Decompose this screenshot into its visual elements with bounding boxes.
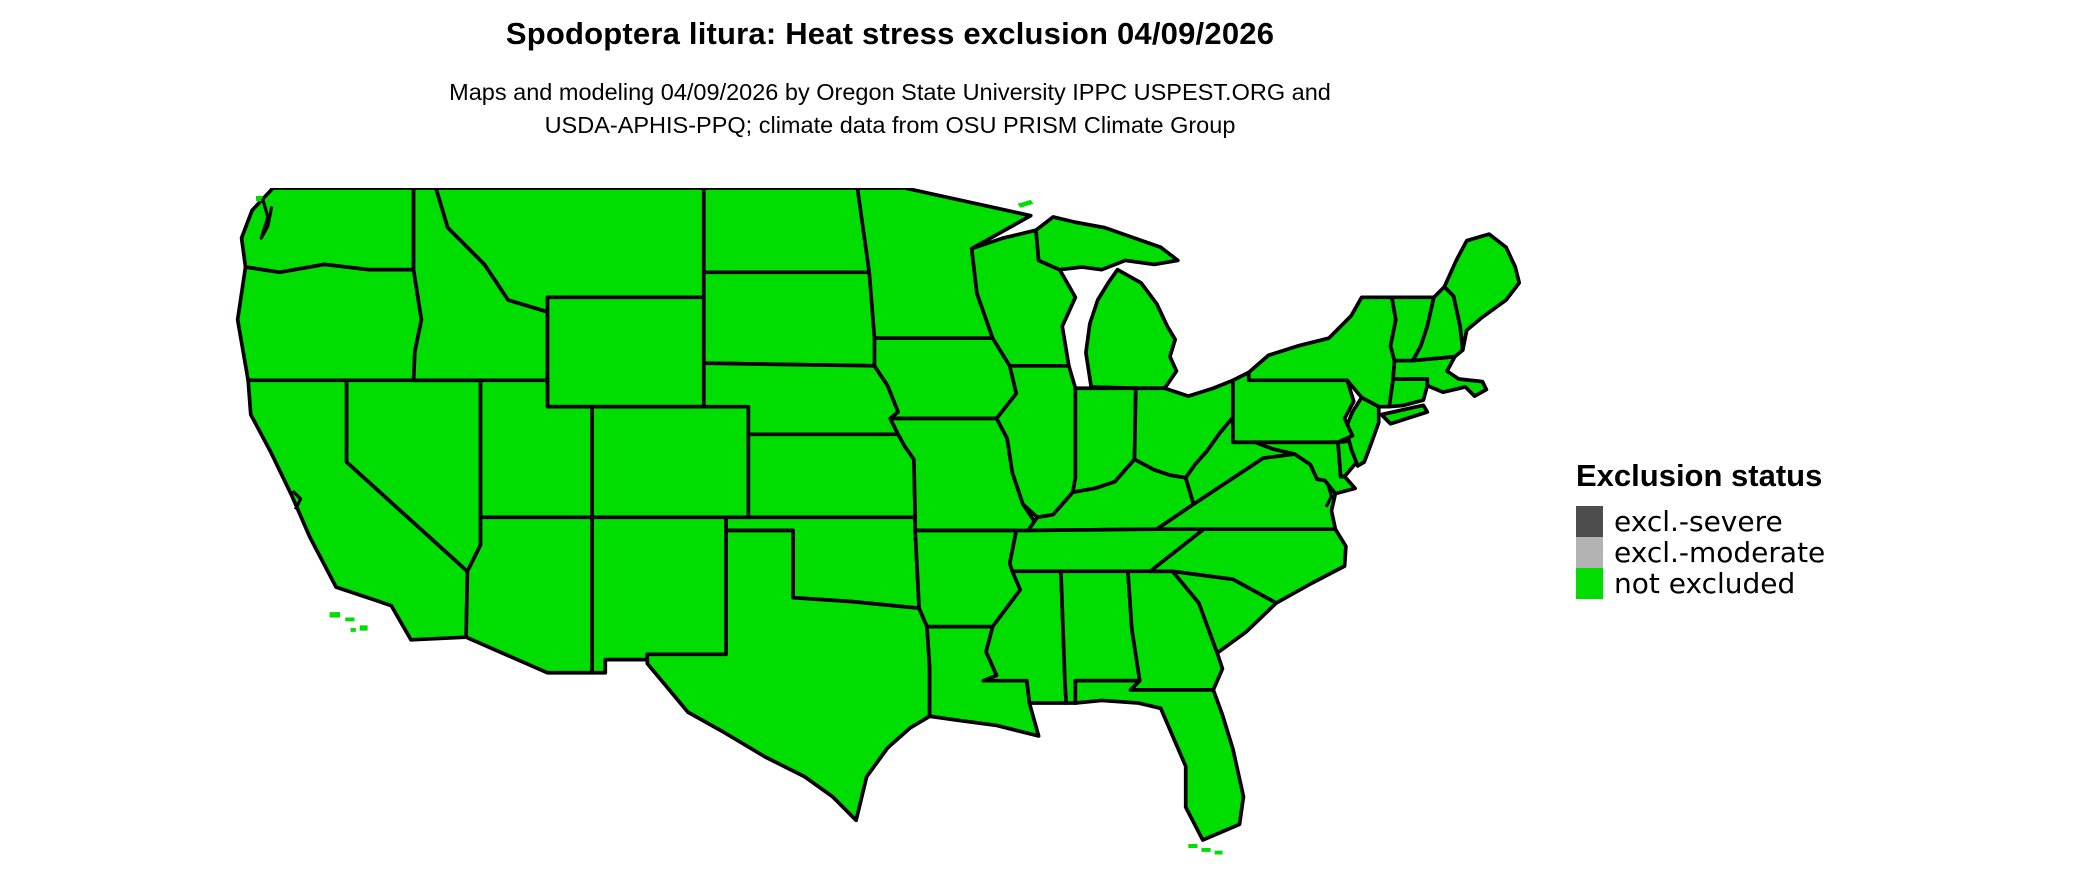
state-massachusetts [1391,354,1489,398]
subtitle-line-1: Maps and modeling 04/09/2026 by Oregon S… [449,79,1331,105]
us-states-map [235,188,1522,855]
channel-islands [329,612,368,632]
san-francisco-bay-detail [291,489,303,511]
legend: Exclusion status excl.-severe excl.-moder… [1576,458,1825,599]
legend-swatch-not-excluded [1576,568,1603,599]
state-north-carolina [1148,526,1348,605]
state-florida [1073,678,1246,842]
state-maine [1442,232,1522,352]
san-juan-islands [256,195,263,202]
state-new-mexico [590,515,728,675]
coastal-water-details [259,198,1334,511]
state-michigan [1034,215,1180,391]
state-connecticut [1387,377,1430,409]
chesapeake-bay-detail [1324,482,1334,508]
state-iowa [872,336,1019,421]
state-pennsylvania [1231,370,1356,445]
state-kansas [746,432,918,520]
legend-heading: Exclusion status [1576,458,1823,493]
legend-swatch-excl-severe [1576,506,1603,537]
puget-sound-detail [259,198,274,240]
state-north-dakota [701,188,872,275]
state-texas [645,528,932,823]
isle-royale [1017,199,1034,208]
offshore-islands [256,195,1223,855]
legend-row-not-excluded: not excluded [1576,568,1825,599]
state-south-dakota [701,270,881,368]
state-wisconsin [969,228,1078,368]
florida-keys [1188,844,1223,855]
state-oregon [235,262,424,383]
legend-swatch-excl-moderate [1576,537,1603,568]
legend-label-excl-moderate: excl.-moderate [1614,536,1826,569]
state-arizona [464,515,595,675]
map-subtitle: Maps and modeling 04/09/2026 by Oregon S… [240,76,1540,142]
state-colorado [590,404,751,520]
subtitle-line-2: USDA-APHIS-PPQ; climate data from OSU PR… [544,112,1236,138]
states-layer [235,188,1522,842]
legend-row-excl-severe: excl.-severe [1576,506,1825,537]
legend-row-excl-moderate: excl.-moderate [1576,537,1825,568]
legend-label-not-excluded: not excluded [1614,567,1796,600]
page-title: Spodoptera litura: Heat stress exclusion… [505,16,1275,51]
state-wyoming [545,295,706,409]
state-new-jersey [1344,395,1381,468]
legend-rows: excl.-severe excl.-moderate not excluded [1576,506,1825,599]
legend-label-excl-severe: excl.-severe [1614,505,1783,538]
